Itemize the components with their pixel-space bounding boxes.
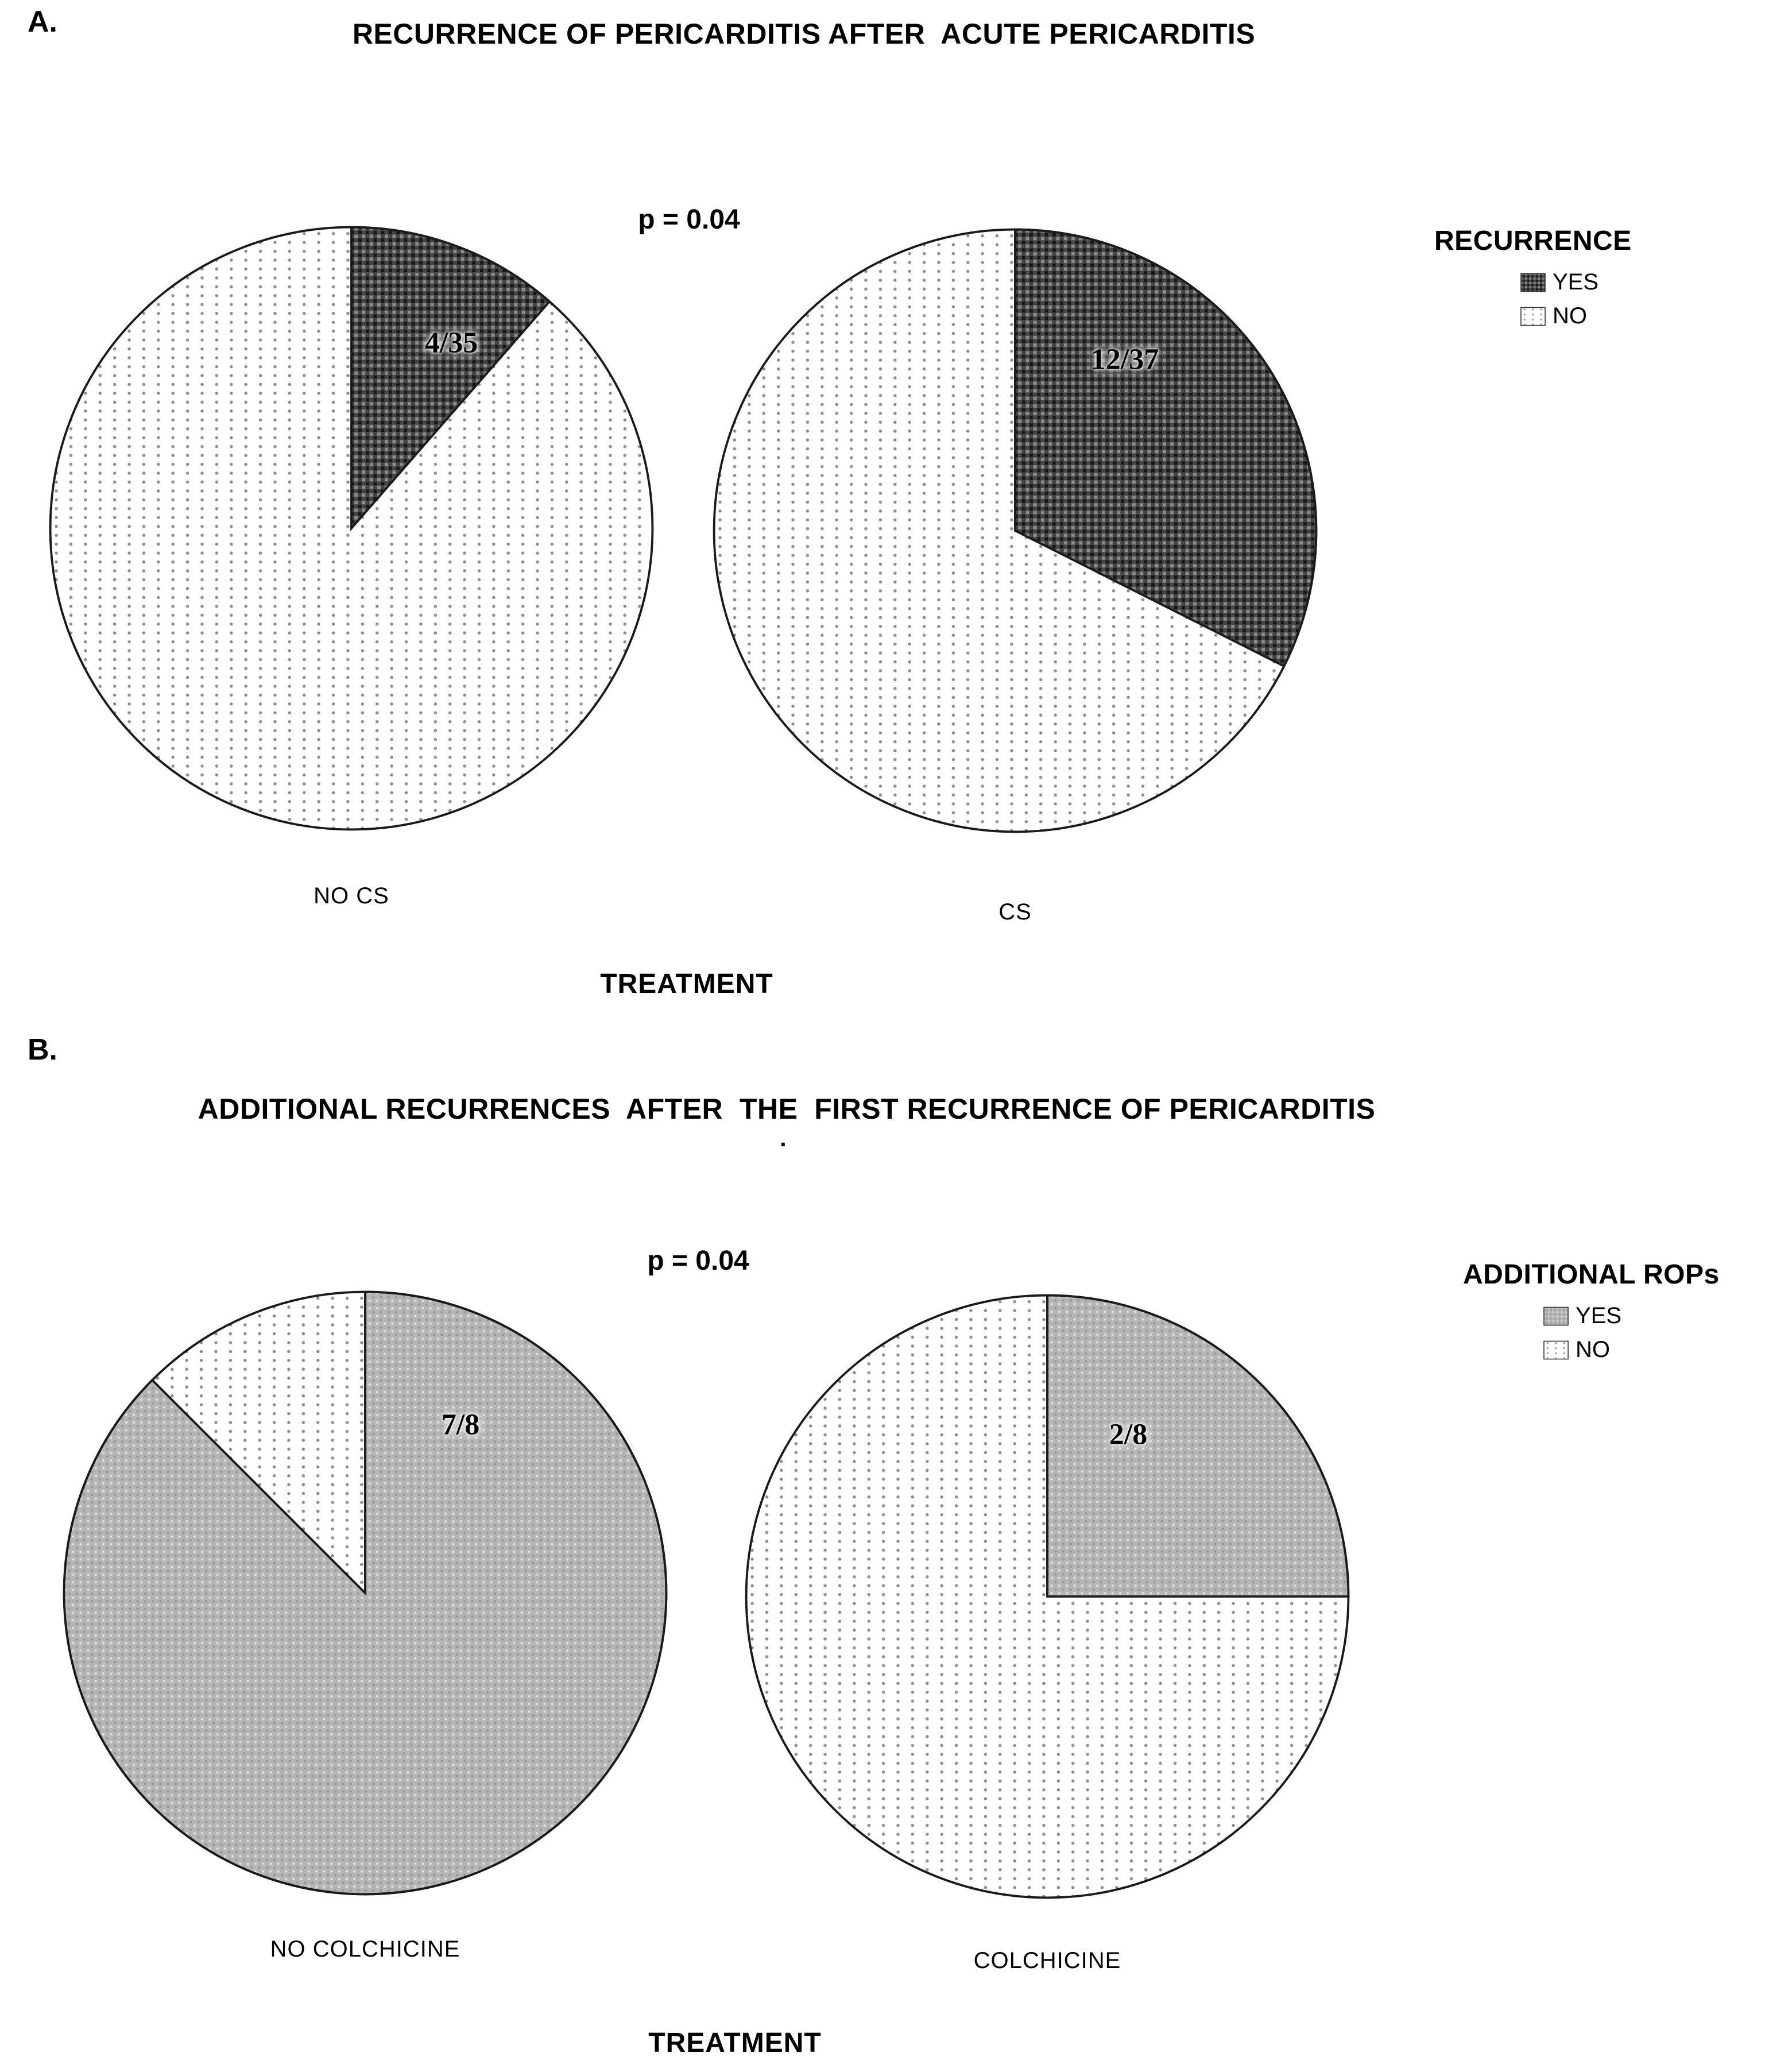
panel-b-p-value: p = 0.04 [647, 1246, 749, 1276]
panel-b-tag: B. [28, 1033, 57, 1066]
pie-chart-no-colchicine-svg [63, 1290, 668, 1896]
legend-swatch-light-dots-icon [1543, 1340, 1569, 1360]
pie-slice-yes [1014, 228, 1318, 668]
pie-chart-colchicine: 2/8 [730, 1279, 1364, 1913]
legend-label-no: NO [1553, 303, 1587, 328]
pie-slice-yes [1046, 1294, 1350, 1598]
pie-chart-cs-svg [713, 228, 1318, 833]
category-label-no-cs: NO CS [313, 883, 389, 909]
data-label-no-colchicine: 7/8 [441, 1408, 480, 1441]
legend-label-no: NO [1576, 1337, 1610, 1362]
legend-item-no: NO [1543, 1337, 1720, 1363]
panel-b-legend: ADDITIONAL ROPs YES NO [1463, 1259, 1720, 1363]
legend-swatch-dark-checker-icon [1520, 273, 1546, 292]
legend-item-yes: YES [1520, 269, 1632, 295]
stray-period: . [780, 1124, 787, 1151]
panel-a-legend-title: RECURRENCE [1434, 226, 1632, 256]
pie-chart-cs: 12/37 [698, 214, 1332, 848]
panel-b-title: ADDITIONAL RECURRENCES AFTER THE FIRST R… [198, 1093, 1376, 1125]
legend-label-yes: YES [1576, 1303, 1622, 1328]
legend-swatch-light-dots-icon [1520, 307, 1546, 326]
legend-item-yes: YES [1543, 1303, 1720, 1329]
pie-chart-colchicine-svg [745, 1294, 1350, 1899]
pie-chart-no-cs: 4/35 [34, 211, 668, 845]
data-label-colchicine: 2/8 [1109, 1418, 1148, 1451]
pie-chart-no-colchicine: 7/8 [48, 1276, 682, 1910]
category-label-cs: CS [998, 899, 1032, 925]
panel-a-legend: RECURRENCE YES NO [1434, 225, 1632, 329]
pie-slice-yes [63, 1290, 668, 1896]
data-label-cs: 12/37 [1090, 343, 1159, 376]
panel-b-axis-label: TREATMENT [648, 2028, 822, 2058]
panel-b-legend-title: ADDITIONAL ROPs [1463, 1259, 1720, 1290]
panel-a-legend-items: YES NO [1520, 269, 1632, 329]
pie-chart-no-cs-svg [49, 226, 654, 831]
legend-item-no: NO [1520, 303, 1632, 329]
panel-a-p-value: p = 0.04 [638, 204, 740, 235]
pie-slice-yes [350, 226, 551, 532]
panel-a-axis-label: TREATMENT [600, 969, 773, 999]
panel-a-title: RECURRENCE OF PERICARDITIS AFTER ACUTE P… [352, 18, 1256, 50]
legend-label-yes: YES [1553, 269, 1599, 295]
panel-b-legend-items: YES NO [1543, 1303, 1720, 1363]
category-label-no-colchicine: NO COLCHICINE [270, 1936, 460, 1962]
legend-swatch-gray-dots-icon [1543, 1306, 1569, 1326]
category-label-colchicine: COLCHICINE [973, 1948, 1121, 1973]
data-label-no-cs: 4/35 [424, 326, 478, 359]
panel-a-tag: A. [28, 5, 57, 38]
